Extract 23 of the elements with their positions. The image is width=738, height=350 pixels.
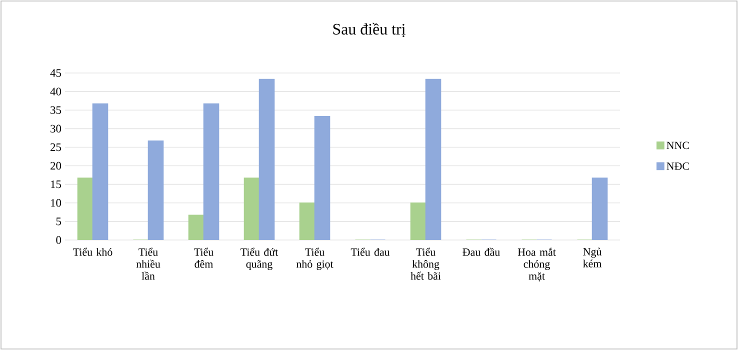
x-tick-label: Tiểu nhỏ giọt <box>296 248 334 270</box>
y-tick-label: 20 <box>50 162 62 170</box>
x-tick-label: Tiểu đêm <box>194 248 214 268</box>
x-tick-label: Tiểu khó <box>73 248 112 256</box>
legend-label: NĐC <box>666 162 689 170</box>
x-tick-label: Đau đầu <box>462 248 500 256</box>
y-tick-label: 15 <box>51 180 62 188</box>
y-tick-label: 40 <box>50 88 62 96</box>
legend-label: NNC <box>666 142 689 150</box>
y-tick-label: 45 <box>50 69 62 77</box>
y-tick-label: 0 <box>56 236 62 244</box>
x-tick-label: Tiểu đau <box>350 248 390 256</box>
x-tick-label: Tiểu không hết bãi <box>410 248 441 280</box>
y-tick-label: 30 <box>50 124 62 133</box>
y-tick-label: 25 <box>50 143 62 152</box>
x-tick-label: Tiểu nhiều lần <box>136 248 160 280</box>
x-tick-label: Tiểu đứt quãng <box>240 248 278 270</box>
x-tick-label: Hoa mắt chóng mặt <box>518 248 556 282</box>
y-tick-label: 5 <box>56 218 62 226</box>
y-tick-label: 35 <box>50 106 62 114</box>
y-tick-label: 10 <box>51 199 62 207</box>
chart-title: Sau điều trị <box>333 22 406 38</box>
x-tick-label: Ngủ kém <box>583 248 602 268</box>
